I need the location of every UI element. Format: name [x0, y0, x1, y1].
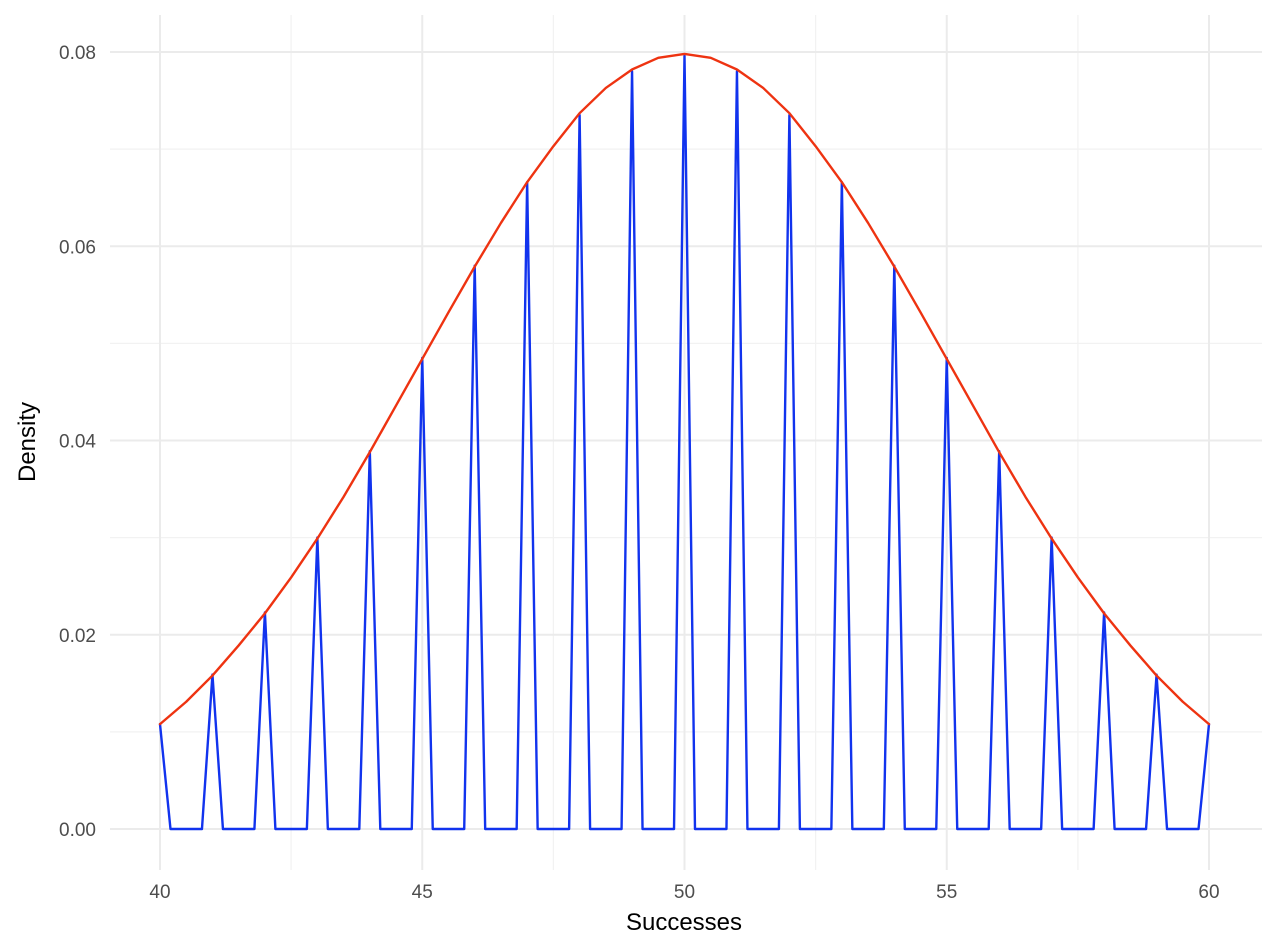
x-tick-labels: 40 45 50 55 60 — [149, 882, 1219, 903]
x-tick-label: 50 — [674, 882, 695, 903]
x-tick-label: 40 — [149, 882, 170, 903]
y-axis-title: Density — [14, 402, 41, 482]
y-tick-labels: 0.00 0.02 0.04 0.06 0.08 — [59, 43, 96, 841]
x-tick-label: 45 — [412, 882, 433, 903]
series-line-binomial — [158, 54, 1211, 831]
y-tick-label: 0.02 — [59, 626, 96, 647]
y-tick-label: 0.00 — [59, 820, 96, 841]
x-tick-label: 60 — [1198, 882, 1219, 903]
series-layer — [158, 52, 1211, 831]
series-line-normal — [158, 52, 1211, 726]
x-tick-label: 55 — [936, 882, 957, 903]
y-tick-label: 0.06 — [59, 237, 96, 258]
minor-gridlines — [110, 15, 1262, 870]
y-tick-label: 0.04 — [59, 432, 96, 453]
x-axis-title: Successes — [626, 909, 742, 936]
y-tick-label: 0.08 — [59, 43, 96, 64]
